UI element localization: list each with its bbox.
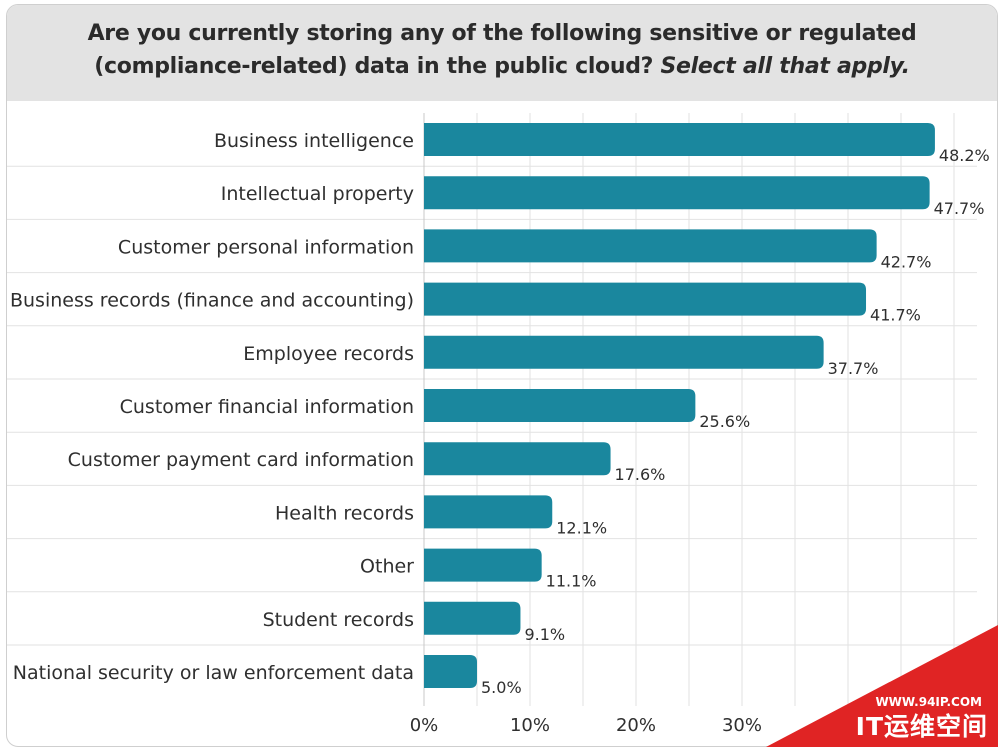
data-label: 12.1% — [556, 518, 607, 537]
data-label: 37.7% — [828, 359, 879, 378]
bar — [424, 229, 877, 263]
category-label: Customer financial information — [120, 396, 414, 418]
bar — [424, 442, 611, 476]
category-label: Intellectual property — [221, 183, 414, 205]
category-label: Other — [360, 556, 414, 578]
title-line-2: (compliance-related) data in the public … — [7, 50, 997, 83]
data-label: 47.7% — [934, 199, 985, 218]
bar — [424, 335, 824, 369]
bar — [424, 123, 935, 156]
title-line-2-text: (compliance-related) data in the public … — [94, 54, 654, 79]
bar — [424, 389, 696, 422]
chart-title: Are you currently storing any of the fol… — [7, 17, 997, 83]
bar — [424, 655, 477, 688]
x-tick-label: 20% — [616, 715, 656, 736]
bar — [424, 495, 553, 529]
category-label: Employee records — [243, 343, 414, 365]
data-label: 25.6% — [699, 412, 750, 431]
data-label: 41.7% — [870, 306, 921, 325]
x-tick-label: 0% — [410, 715, 439, 736]
bar — [424, 548, 542, 582]
watermark-triangle — [766, 625, 998, 747]
title-line-1: Are you currently storing any of the fol… — [87, 21, 917, 46]
data-label: 17.6% — [615, 465, 666, 484]
category-label: Customer personal information — [118, 236, 414, 258]
title-emphasis: Select all that apply. — [660, 54, 911, 79]
category-label: National security or law enforcement dat… — [13, 662, 414, 684]
bar — [424, 282, 867, 316]
watermark: WWW.94IP.COM IT运维空间 — [766, 625, 998, 747]
x-tick-label: 10% — [510, 715, 550, 736]
x-tick-label: 30% — [722, 715, 762, 736]
category-label: Health records — [275, 502, 414, 524]
data-label: 48.2% — [939, 146, 990, 165]
watermark-name: IT运维空间 — [855, 712, 988, 741]
bar — [424, 601, 521, 635]
data-label: 9.1% — [524, 625, 565, 644]
category-label: Business intelligence — [214, 130, 414, 152]
category-label: Student records — [263, 609, 414, 631]
watermark-url: WWW.94IP.COM — [875, 695, 982, 709]
data-label: 5.0% — [481, 678, 522, 697]
category-label: Business records (finance and accounting… — [10, 290, 414, 312]
category-label: Customer payment card information — [68, 449, 414, 471]
title-banner: Are you currently storing any of the fol… — [7, 5, 997, 101]
data-label: 11.1% — [546, 572, 597, 591]
data-label: 42.7% — [881, 252, 932, 271]
bar — [424, 176, 930, 210]
